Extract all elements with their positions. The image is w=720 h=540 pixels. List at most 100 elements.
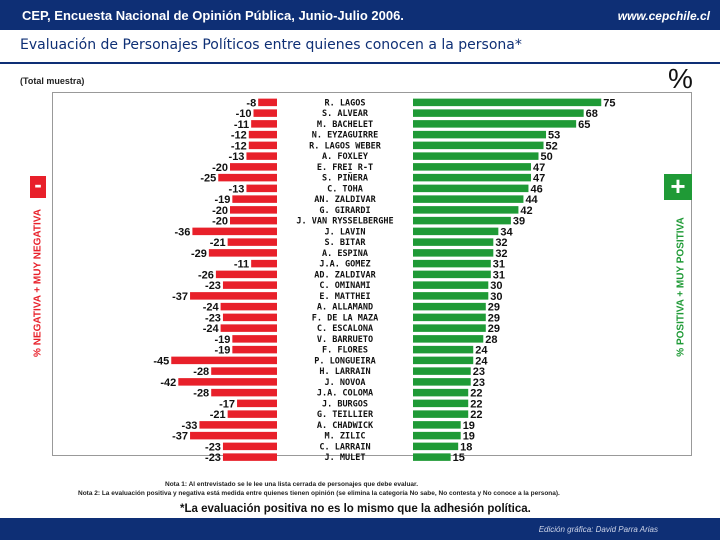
pos-bar-12 — [413, 227, 499, 236]
note-2: Nota 2: La evaluación positiva y negativ… — [78, 490, 560, 497]
neg-value-label-29: -21 — [210, 409, 226, 421]
neg-bar-8 — [246, 184, 277, 193]
pos-bar-8 — [413, 184, 529, 193]
category-label-27: J.A. COLOMA — [317, 389, 373, 399]
category-label-1: S. ALVEAR — [322, 109, 369, 119]
pos-bar-14 — [413, 249, 494, 257]
category-label-16: AD. ZALDIVAR — [314, 270, 376, 280]
pos-bar-9 — [413, 195, 524, 203]
pos-value-label-14: 32 — [495, 248, 507, 260]
pos-bar-1 — [413, 109, 584, 117]
pos-value-label-2: 65 — [578, 119, 590, 131]
neg-value-label-23: -19 — [214, 345, 230, 357]
category-label-17: C. OMINAMI — [319, 281, 370, 291]
pos-value-label-16: 31 — [493, 269, 505, 281]
pos-value-label-25: 23 — [473, 366, 485, 378]
neg-value-label-14: -29 — [191, 248, 207, 260]
pos-bar-25 — [413, 367, 471, 375]
category-label-31: M. ZILIC — [325, 432, 366, 442]
category-label-33: J. MULET — [325, 453, 366, 463]
neg-bar-25 — [211, 367, 277, 375]
category-label-18: E. MATTHEI — [319, 292, 370, 302]
neg-value-label-32: -23 — [205, 441, 221, 453]
chart-frame — [52, 92, 692, 456]
category-label-22: V. BARRUETO — [317, 335, 373, 345]
header-site-link[interactable]: www.cepchile.cl — [617, 9, 710, 23]
neg-bar-3 — [248, 130, 277, 139]
category-label-7: S. PIÑERA — [322, 173, 368, 184]
neg-bar-11 — [230, 216, 277, 225]
neg-bar-13 — [227, 238, 277, 246]
pos-bar-24 — [413, 356, 474, 365]
pos-bar-11 — [413, 216, 511, 225]
neg-value-label-20: -23 — [205, 312, 221, 324]
pos-bar-18 — [413, 292, 489, 300]
neg-bar-24 — [171, 356, 277, 365]
neg-value-label-8: -13 — [229, 183, 245, 195]
neg-bar-1 — [253, 109, 277, 117]
category-label-0: R. LAGOS — [325, 98, 366, 108]
neg-value-label-28: -17 — [219, 398, 235, 410]
minus-icon: - — [30, 174, 46, 198]
plus-icon: + — [664, 173, 692, 200]
pos-value-label-26: 23 — [473, 377, 485, 389]
neg-bar-14 — [208, 249, 277, 257]
pos-value-label-8: 46 — [530, 183, 542, 195]
neg-bar-6 — [230, 163, 277, 171]
pos-value-label-6: 47 — [533, 162, 545, 174]
pos-bar-26 — [413, 378, 471, 386]
category-label-5: A. FOXLEY — [322, 152, 369, 162]
category-label-30: A. CHADWICK — [317, 421, 374, 431]
neg-value-label-21: -24 — [203, 323, 220, 335]
neg-value-label-31: -37 — [172, 431, 188, 443]
credit-text: Edición gráfica: David Parra Arias — [538, 525, 658, 534]
pos-bar-23 — [413, 345, 474, 354]
category-label-8: C. TOHA — [327, 184, 363, 194]
pos-value-label-33: 15 — [453, 452, 465, 464]
pos-bar-10 — [413, 206, 519, 214]
pos-value-label-19: 29 — [488, 302, 500, 314]
pos-value-label-24: 24 — [475, 355, 488, 367]
neg-value-label-9: -19 — [214, 194, 230, 206]
category-label-19: A. ALLAMAND — [317, 303, 373, 313]
pos-bar-28 — [413, 399, 469, 408]
neg-value-label-15: -11 — [234, 259, 249, 271]
neg-value-label-10: -20 — [212, 205, 228, 217]
pos-value-label-29: 22 — [470, 409, 482, 421]
category-label-29: G. TEILLIER — [317, 410, 374, 420]
neg-bar-17 — [222, 281, 277, 289]
category-label-12: J. LAVIN — [325, 227, 366, 237]
pos-bar-33 — [413, 453, 451, 461]
category-label-11: J. VAN RYSSELBERGHE — [296, 217, 393, 227]
category-label-6: E. FREI R-T — [317, 163, 373, 173]
pos-value-label-22: 28 — [485, 334, 497, 346]
neg-value-label-4: -12 — [231, 140, 247, 152]
neg-value-label-1: -10 — [236, 108, 252, 120]
neg-bar-21 — [220, 324, 277, 332]
pos-value-label-5: 50 — [541, 151, 553, 163]
neg-value-label-17: -23 — [205, 280, 221, 292]
category-label-3: N. EYZAGUIRRE — [312, 131, 379, 141]
category-label-26: J. NOVOA — [325, 378, 366, 388]
neg-bar-2 — [251, 120, 277, 128]
neg-value-label-12: -36 — [174, 226, 190, 238]
neg-bar-16 — [215, 270, 277, 279]
category-label-14: A. ESPINA — [322, 249, 368, 259]
pos-bar-16 — [413, 270, 491, 279]
category-label-28: J. BURGOS — [322, 399, 368, 409]
pos-value-label-27: 22 — [470, 388, 482, 400]
neg-value-label-33: -23 — [205, 452, 221, 464]
pos-bar-7 — [413, 173, 531, 182]
neg-value-label-19: -24 — [203, 302, 220, 314]
pos-value-label-11: 39 — [513, 216, 525, 228]
neg-bar-22 — [232, 335, 277, 343]
sample-label: (Total muestra) — [20, 76, 85, 86]
neg-value-label-22: -19 — [214, 334, 230, 346]
header-bar: CEP, Encuesta Nacional de Opinión Públic… — [0, 0, 720, 30]
neg-value-label-7: -25 — [200, 173, 216, 185]
pos-bar-29 — [413, 410, 469, 418]
divider — [0, 62, 720, 64]
pos-value-label-3: 53 — [548, 130, 560, 142]
pos-bar-6 — [413, 163, 531, 171]
